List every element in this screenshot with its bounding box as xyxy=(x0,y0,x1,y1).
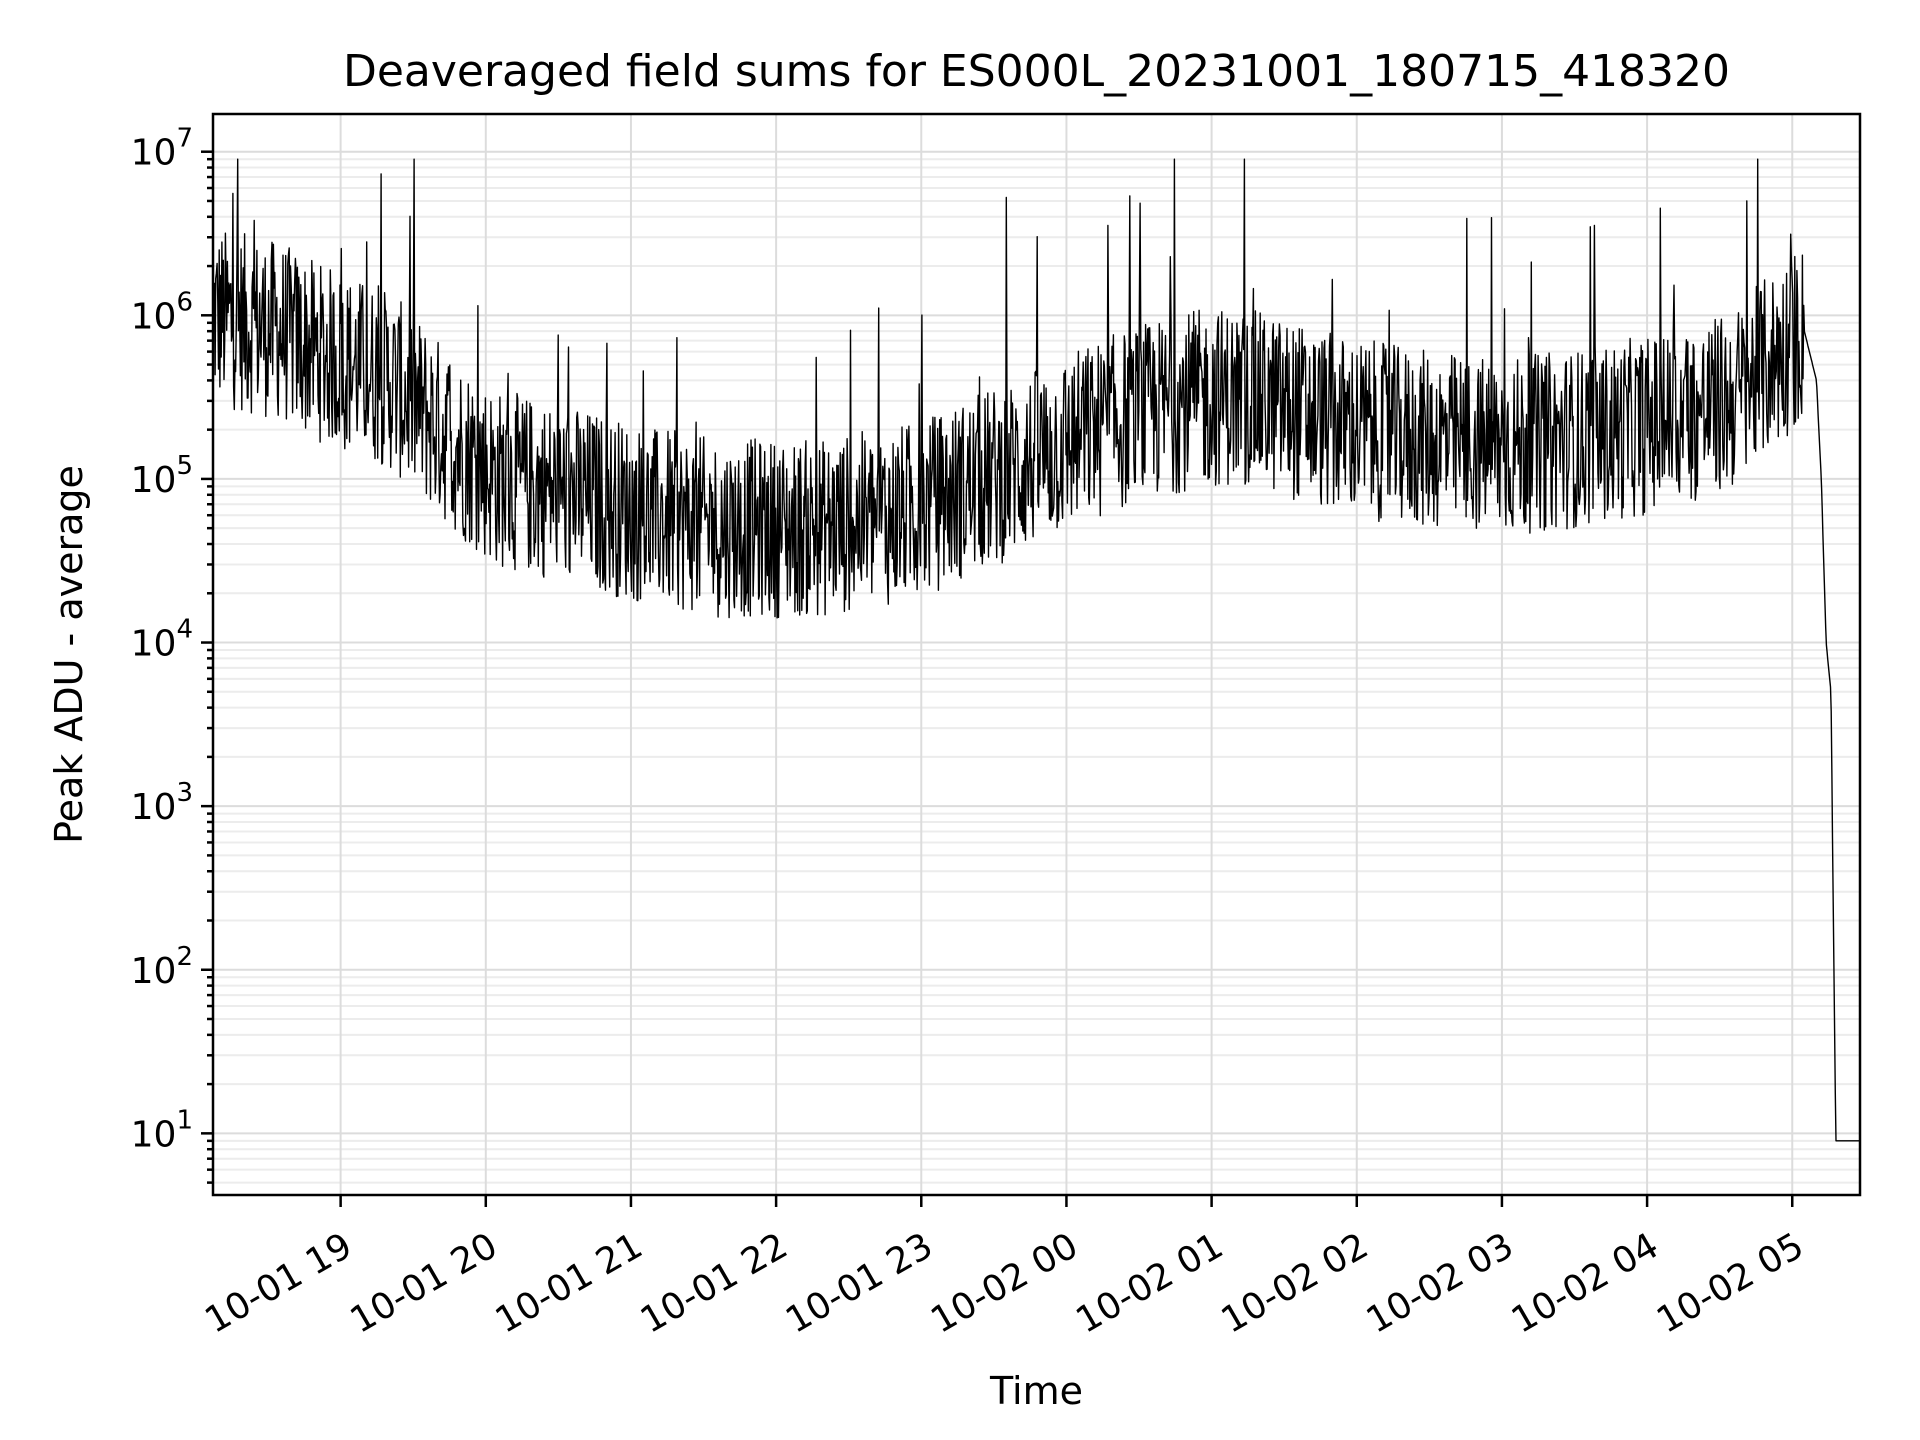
axis-ticks xyxy=(201,150,1794,1207)
y-tick-label: 104 xyxy=(131,615,193,665)
y-tick-label: 101 xyxy=(131,1105,193,1155)
y-tick-label: 102 xyxy=(131,942,193,992)
x-axis-label: Time xyxy=(989,1369,1083,1413)
y-tick-label: 103 xyxy=(131,778,193,828)
series-line xyxy=(212,158,1860,1142)
chart-title: Deaveraged field sums for ES000L_2023100… xyxy=(343,46,1730,97)
y-tick-label: 106 xyxy=(131,287,193,337)
plot-frame xyxy=(211,112,1862,1197)
y-axis-label: Peak ADU - average xyxy=(47,465,91,844)
y-tick-label: 107 xyxy=(131,124,193,174)
y-tick-label: 105 xyxy=(131,451,193,501)
